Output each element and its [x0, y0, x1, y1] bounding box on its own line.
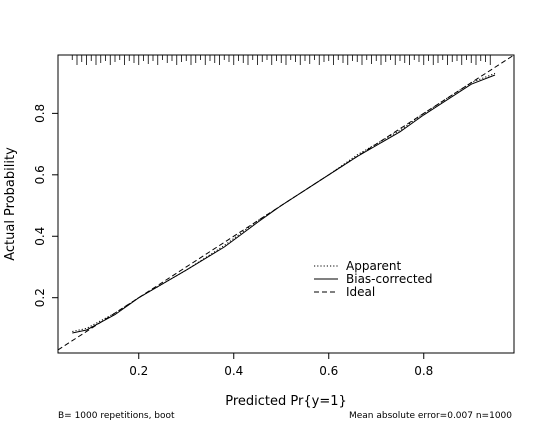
y-tick-label: 0.4 — [33, 227, 47, 246]
legend-label: Ideal — [346, 285, 375, 299]
x-tick-label: 0.4 — [224, 364, 243, 378]
x-axis: 0.2 0.4 0.6 0.8 — [129, 353, 433, 378]
series-line-bias-corrected — [72, 74, 496, 334]
y-axis: 0.2 0.4 0.6 0.8 — [33, 104, 58, 307]
footer-right-note: Mean absolute error=0.007 n=1000 — [349, 411, 512, 421]
plot-frame — [57, 54, 515, 354]
series-line-apparent — [72, 72, 496, 332]
x-tick-label: 0.6 — [319, 364, 338, 378]
y-tick-label: 0.8 — [33, 104, 47, 123]
x-tick-label: 0.8 — [414, 364, 433, 378]
y-tick-label: 0.6 — [33, 165, 47, 184]
y-tick-label: 0.2 — [33, 288, 47, 307]
x-axis-title: Predicted Pr{y=1} — [225, 394, 347, 409]
legend-label: Apparent — [346, 259, 401, 273]
series-lines — [57, 54, 515, 351]
footer-left-note: B= 1000 repetitions, boot — [58, 411, 175, 421]
legend-label: Bias-corrected — [346, 272, 433, 286]
rug-marks — [71, 55, 491, 65]
x-tick-label: 0.2 — [129, 364, 148, 378]
series-line-ideal — [57, 54, 515, 351]
y-axis-title: Actual Probability — [3, 147, 18, 261]
